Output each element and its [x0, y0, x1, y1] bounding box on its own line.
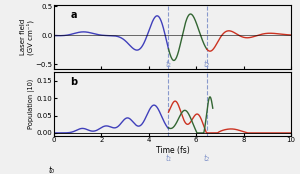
- Text: t₁: t₁: [166, 60, 172, 69]
- Text: t₂: t₂: [204, 60, 210, 69]
- Text: t₂: t₂: [204, 153, 210, 163]
- Text: b: b: [70, 77, 78, 87]
- Y-axis label: Population |10⟩: Population |10⟩: [28, 79, 35, 129]
- Text: t₁: t₁: [166, 153, 172, 163]
- X-axis label: Time (fs): Time (fs): [156, 146, 189, 155]
- Y-axis label: Laser field
(GV cm⁻¹): Laser field (GV cm⁻¹): [20, 19, 34, 55]
- Text: t₀: t₀: [49, 166, 55, 174]
- Text: a: a: [70, 10, 77, 20]
